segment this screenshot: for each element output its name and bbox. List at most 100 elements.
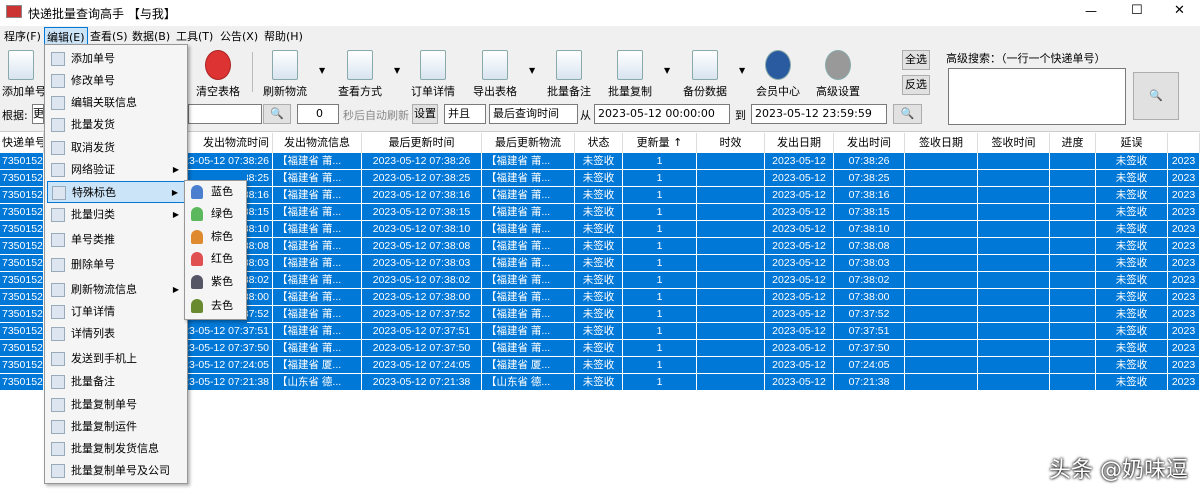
- color-item[interactable]: 绿色: [187, 203, 245, 225]
- table-row[interactable]: 73501522023-05-12 07:37:52【福建省 莆...2023-…: [0, 306, 1200, 323]
- to-date[interactable]: 2023-05-12 23:59:59: [751, 104, 887, 124]
- date-search-button[interactable]: 🔍: [893, 104, 922, 124]
- table-row[interactable]: 73501522023-05-12 07:38:00【福建省 莆...2023-…: [0, 289, 1200, 306]
- toolbar-button-refresh-doc[interactable]: 刷新物流: [255, 50, 315, 99]
- menu-item-box[interactable]: 批量发货: [47, 114, 185, 136]
- menu-item-copy[interactable]: 批量复制运件: [47, 416, 185, 438]
- toolbar-button-document[interactable]: 添加单号: [0, 50, 44, 99]
- column-header[interactable]: 时效: [697, 133, 765, 153]
- menu-5[interactable]: 公告(X): [220, 30, 259, 43]
- menu-item-blank-doc[interactable]: 添加单号: [47, 48, 185, 70]
- maximize-button[interactable]: ☐: [1131, 3, 1143, 18]
- menu-item-copy[interactable]: 批量复制发货信息: [47, 438, 185, 460]
- dropdown-arrow-icon[interactable]: ▼: [664, 66, 671, 75]
- menu-item-list[interactable]: 详情列表: [47, 323, 185, 345]
- color-item[interactable]: 蓝色: [187, 181, 245, 203]
- dropdown-arrow-icon[interactable]: ▼: [529, 66, 536, 75]
- column-header[interactable]: 最后更新物流: [482, 133, 575, 153]
- keyword-input[interactable]: [188, 104, 262, 124]
- table-row[interactable]: 73501522023-05-12 07:38:25【福建省 莆...2023-…: [0, 170, 1200, 187]
- table-row[interactable]: 73501522023-05-12 07:21:38【山东省 德...2023-…: [0, 374, 1200, 391]
- column-header[interactable]: 发出时间: [834, 133, 905, 153]
- from-date[interactable]: 2023-05-12 00:00:00: [594, 104, 730, 124]
- menu-item-phone[interactable]: 发送到手机上: [47, 348, 185, 370]
- field-select[interactable]: 最后查询时间: [489, 104, 578, 124]
- toolbar-button-floppy[interactable]: 备份数据: [675, 50, 735, 99]
- menu-item-copy[interactable]: 批量复制单号及公司: [47, 460, 185, 482]
- toolbar-button-export[interactable]: 导出表格: [465, 50, 525, 99]
- menu-1[interactable]: 编辑(E): [44, 27, 88, 47]
- toolbar-button-copy[interactable]: 批量复制: [600, 50, 660, 99]
- menu-item-copy[interactable]: 批量复制单号: [47, 394, 185, 416]
- select-all-button[interactable]: 全选: [902, 50, 930, 70]
- by-select[interactable]: 更: [32, 104, 44, 124]
- refresh-seconds-input[interactable]: 0: [297, 104, 339, 124]
- menu-2[interactable]: 查看(S): [90, 30, 128, 43]
- dropdown-arrow-icon[interactable]: ▼: [319, 66, 326, 75]
- table-cell: 【福建省 莆...: [482, 204, 575, 221]
- close-button[interactable]: ✕: [1174, 3, 1185, 18]
- logic-select[interactable]: 并且: [444, 104, 486, 124]
- menu-item-delete-x[interactable]: 删除单号: [47, 254, 185, 276]
- dropdown-arrow-icon[interactable]: ▼: [739, 66, 746, 75]
- color-item[interactable]: 红色: [187, 248, 245, 270]
- invert-selection-button[interactable]: 反选: [902, 75, 930, 95]
- table-row[interactable]: 73501522023-05-12 07:38:10【福建省 莆...2023-…: [0, 221, 1200, 238]
- menu-4[interactable]: 工具(T): [176, 30, 214, 43]
- column-header[interactable]: 签收时间: [978, 133, 1050, 153]
- color-item[interactable]: 去色: [187, 295, 245, 317]
- menu-item-car[interactable]: 单号类推: [47, 229, 185, 251]
- menu-item-color[interactable]: 特殊标色 ▶: [47, 181, 185, 203]
- toolbar-button-gear[interactable]: 高级设置: [808, 50, 868, 99]
- minimize-button[interactable]: —: [1085, 4, 1097, 18]
- column-header[interactable]: 延误: [1096, 133, 1168, 153]
- table-row[interactable]: 73501522023-05-12 07:38:16【福建省 莆...2023-…: [0, 187, 1200, 204]
- column-header[interactable]: 签收日期: [905, 133, 978, 153]
- column-header[interactable]: 进度: [1050, 133, 1096, 153]
- column-header[interactable]: 发出物流时间: [188, 133, 273, 153]
- menu-item-refresh[interactable]: 刷新物流信息 ▶: [47, 279, 185, 301]
- table-cell: 2023-05-12: [765, 323, 834, 340]
- menu-item-clip[interactable]: 批量归类 ▶: [47, 204, 185, 226]
- color-item[interactable]: 棕色: [187, 226, 245, 248]
- table-cell: [697, 374, 765, 391]
- toolbar-button-red-x[interactable]: 清空表格: [188, 50, 248, 99]
- menu-item-star[interactable]: 订单详情: [47, 301, 185, 323]
- menu-item-folder[interactable]: 修改单号: [47, 70, 185, 92]
- table-cell: 2023: [1168, 306, 1200, 323]
- advanced-search-textarea[interactable]: [948, 68, 1126, 125]
- menu-item-note[interactable]: 批量备注: [47, 371, 185, 393]
- table-row[interactable]: 73501522023-05-12 07:38:03【福建省 莆...2023-…: [0, 255, 1200, 272]
- color-item[interactable]: 紫色: [187, 271, 245, 293]
- menu-item-cancel[interactable]: 取消发货: [47, 137, 185, 159]
- table-cell: 1: [623, 255, 697, 272]
- column-header[interactable]: [1168, 133, 1200, 153]
- advanced-search-button[interactable]: 🔍: [1133, 72, 1179, 120]
- toolbar-button-checklist[interactable]: 查看方式: [330, 50, 390, 99]
- menu-6[interactable]: 帮助(H): [264, 30, 303, 43]
- menu-3[interactable]: 数据(B): [132, 30, 171, 43]
- column-header[interactable]: 发出物流信息: [273, 133, 362, 153]
- column-header[interactable]: 发出日期: [765, 133, 834, 153]
- table-row[interactable]: 73501522023-05-12 07:38:08【福建省 莆...2023-…: [0, 238, 1200, 255]
- toolbar-button-clock[interactable]: 会员中心: [748, 50, 808, 99]
- table-row[interactable]: 73501522023-05-12 07:38:15【福建省 莆...2023-…: [0, 204, 1200, 221]
- column-header[interactable]: 快递单号: [0, 133, 44, 153]
- table-row[interactable]: 73501522023-05-12 07:38:02【福建省 莆...2023-…: [0, 272, 1200, 289]
- table-row[interactable]: 73501522023-05-12 07:38:26【福建省 莆...2023-…: [0, 153, 1200, 170]
- table-cell: [1050, 357, 1096, 374]
- menu-item-edit[interactable]: 编辑关联信息: [47, 92, 185, 114]
- toolbar-button-table[interactable]: 订单详情: [403, 50, 463, 99]
- menu-item-globe[interactable]: 网络验证 ▶: [47, 159, 185, 181]
- column-header[interactable]: 最后更新时间: [362, 133, 482, 153]
- menu-0[interactable]: 程序(F): [4, 30, 41, 43]
- table-row[interactable]: 73501522023-05-12 07:37:50【福建省 莆...2023-…: [0, 340, 1200, 357]
- toolbar-button-scroll[interactable]: 批量备注: [539, 50, 599, 99]
- dropdown-arrow-icon[interactable]: ▼: [394, 66, 401, 75]
- set-button[interactable]: 设置: [412, 104, 438, 124]
- column-header[interactable]: 更新量 ↑: [623, 133, 697, 153]
- column-header[interactable]: 状态: [575, 133, 623, 153]
- keyword-search-button[interactable]: 🔍: [263, 104, 291, 124]
- table-row[interactable]: 73501522023-05-12 07:37:51【福建省 莆...2023-…: [0, 323, 1200, 340]
- table-row[interactable]: 73501522023-05-12 07:24:05【福建省 厦...2023-…: [0, 357, 1200, 374]
